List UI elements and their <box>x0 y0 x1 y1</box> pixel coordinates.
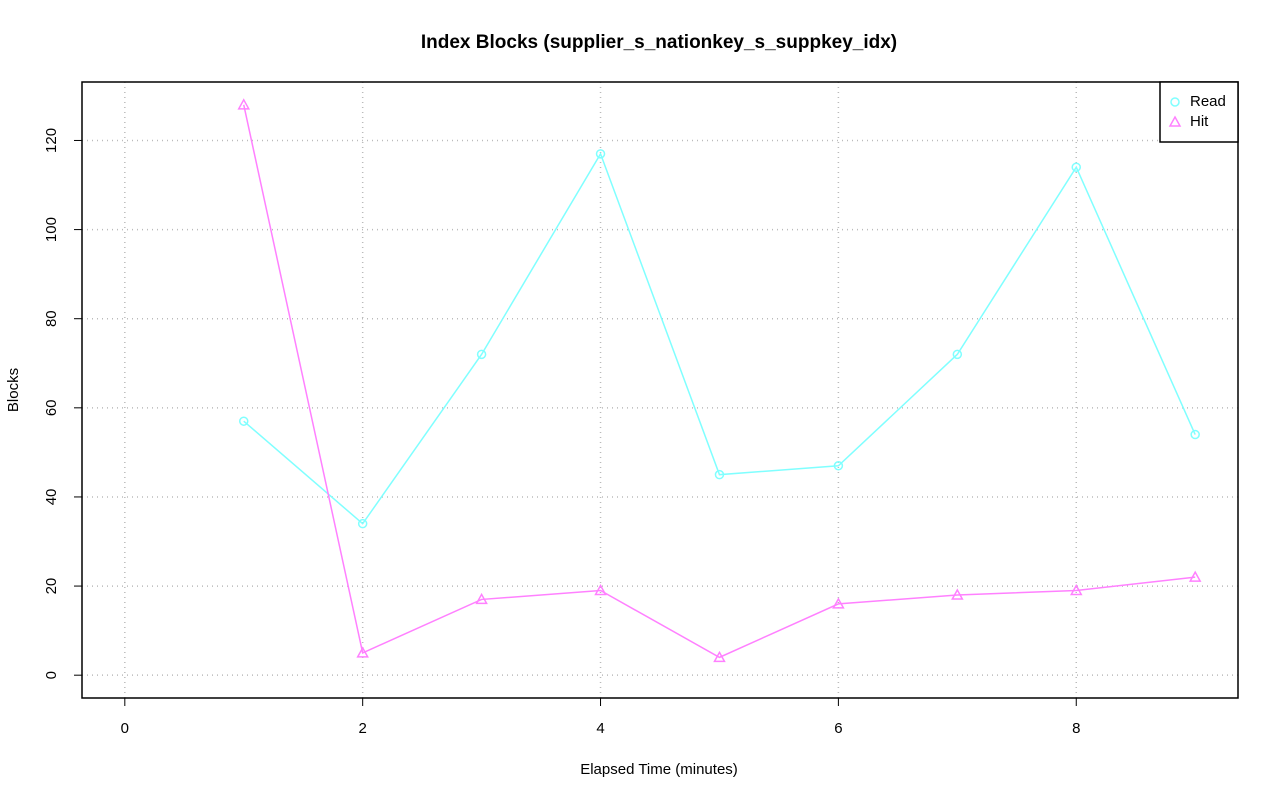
marker <box>951 588 964 600</box>
marker <box>475 592 488 605</box>
series-line <box>243 104 1196 659</box>
marker <box>357 518 368 529</box>
y-tick-label: 0 <box>43 671 60 679</box>
marker <box>833 461 844 471</box>
marker <box>713 650 726 663</box>
marker <box>237 98 251 110</box>
marker <box>1071 162 1082 172</box>
marker <box>356 646 369 658</box>
y-tick-label: 80 <box>43 310 60 327</box>
y-tick-label: 40 <box>43 489 60 506</box>
y-tick-label: 100 <box>43 217 60 242</box>
plot-frame <box>81 81 1239 699</box>
y-axis-label: Blocks <box>5 368 22 412</box>
legend-label: Hit <box>1190 113 1209 130</box>
marker <box>714 469 725 480</box>
marker <box>594 583 607 596</box>
legend-marker <box>1168 115 1182 127</box>
marker <box>1190 429 1200 440</box>
y-tick-label: 120 <box>43 128 60 153</box>
y-tick-label: 20 <box>43 578 60 595</box>
chart-title: Index Blocks (supplier_s_nationkey_s_sup… <box>421 32 897 53</box>
marker <box>476 349 487 360</box>
x-tick-label: 2 <box>359 720 367 737</box>
x-tick-label: 6 <box>834 720 842 737</box>
marker <box>1069 583 1083 596</box>
legend-marker <box>1170 97 1180 107</box>
series-line <box>243 152 1196 525</box>
x-tick-label: 0 <box>121 720 129 737</box>
x-axis-label: Elapsed Time (minutes) <box>580 761 738 778</box>
marker <box>952 349 963 360</box>
y-tick-label: 60 <box>43 399 60 416</box>
marker <box>832 597 845 609</box>
x-tick-label: 4 <box>596 720 604 737</box>
x-tick-label: 8 <box>1072 720 1080 737</box>
legend-box <box>1159 81 1239 143</box>
marker <box>238 416 249 426</box>
marker <box>1188 570 1202 582</box>
marker <box>595 149 606 159</box>
legend-label: Read <box>1190 93 1226 110</box>
